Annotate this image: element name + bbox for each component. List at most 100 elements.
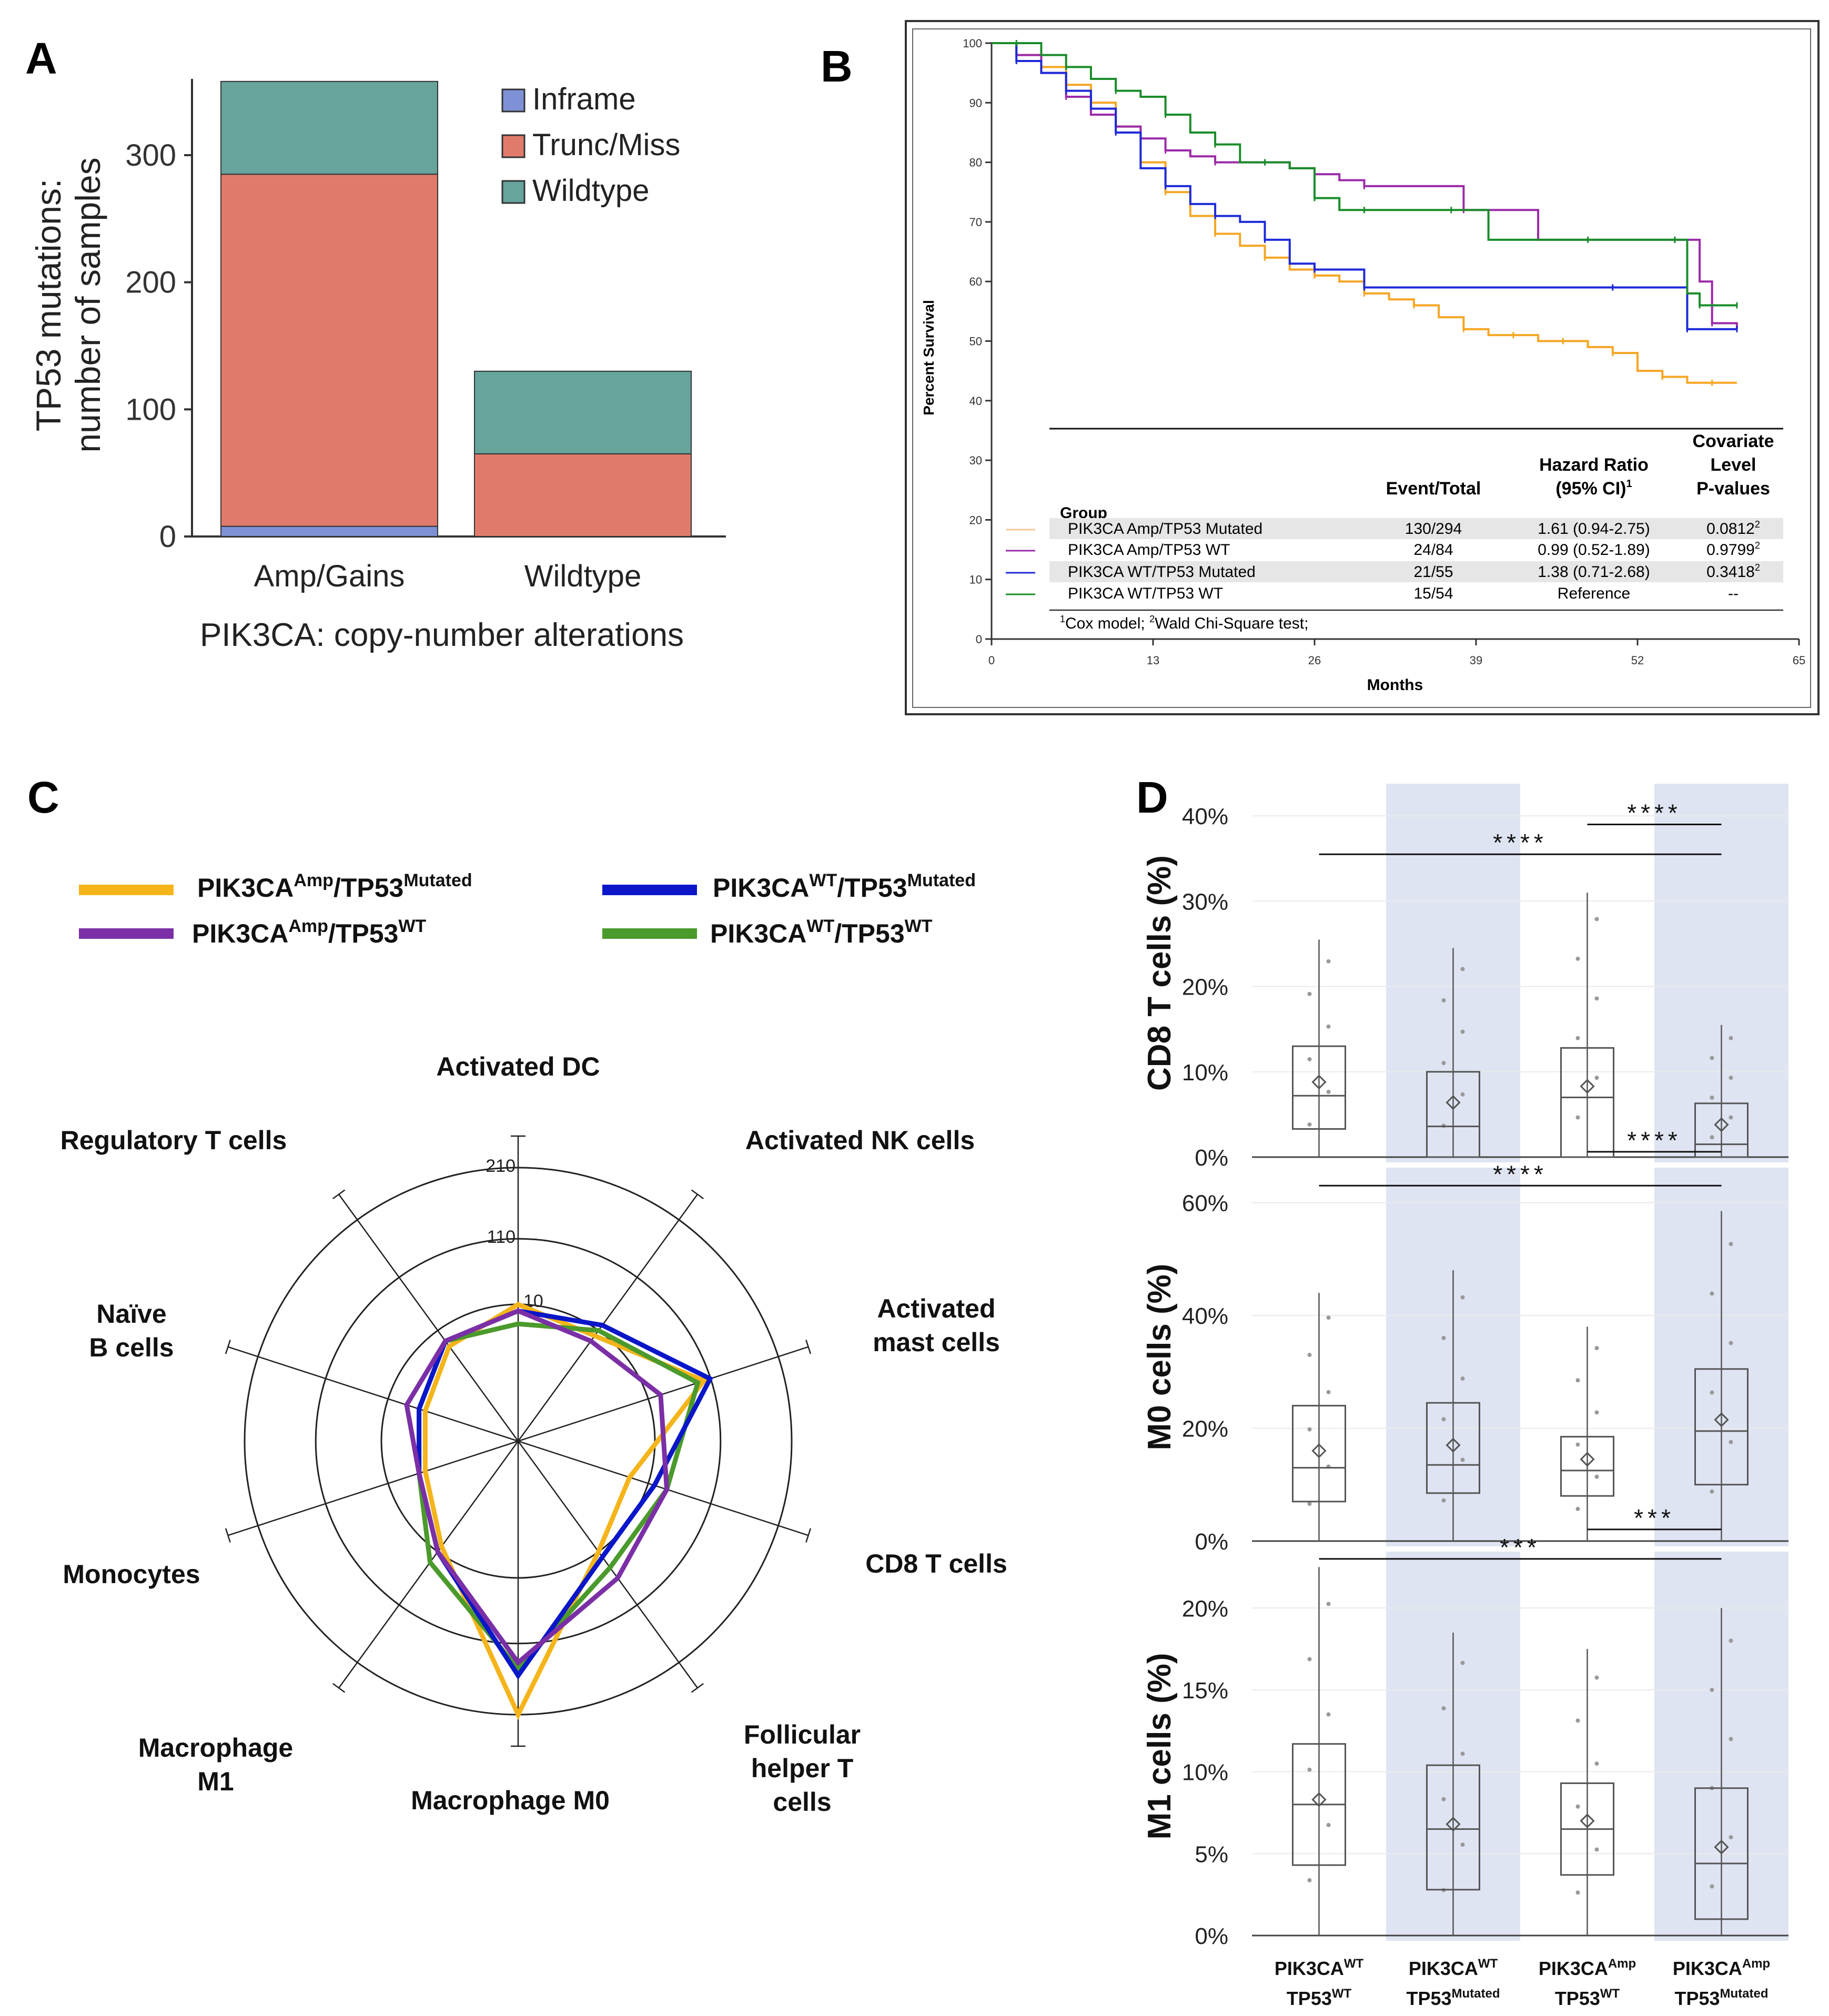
cat-sup: WT — [1332, 1987, 1352, 2001]
box-point — [1460, 1295, 1465, 1300]
table-row-hr: 1.61 (0.94-2.75) — [1538, 520, 1650, 538]
y-axis-label-a-line2: number of samples — [68, 157, 107, 452]
bar-segment — [220, 174, 438, 527]
radar-tick — [631, 1600, 644, 1610]
box-point — [1575, 1442, 1580, 1447]
y-tick-label-d: 60% — [1182, 1190, 1228, 1216]
box-point — [1441, 1335, 1446, 1340]
box-point — [1441, 1061, 1446, 1066]
p-value: -- — [1728, 585, 1739, 602]
box-point — [1729, 1440, 1733, 1444]
radar-axis-label: Activated DC — [436, 1052, 600, 1081]
y-tick-label-a: 200 — [125, 266, 176, 300]
legend-label-c: PIK3CAAmp/TP53WT — [192, 916, 426, 948]
box-mean — [1446, 1095, 1461, 1110]
radar-tick — [805, 1340, 812, 1354]
cat-sup: WT — [1344, 1957, 1364, 1971]
p-value: 0.9799 — [1706, 541, 1755, 559]
y-tick-label-a: 0 — [159, 520, 176, 554]
box-point — [1594, 1410, 1599, 1415]
table-header-event: Event/Total — [1386, 479, 1481, 499]
box-point — [1307, 1057, 1312, 1061]
radar-axis-label: Macrophage M0 — [411, 1786, 610, 1815]
box-mean — [1580, 1452, 1595, 1467]
cat-base: PIK3CA — [1673, 1958, 1742, 1979]
footnote-sup: 1 — [1060, 614, 1065, 624]
radar-tick — [385, 1476, 391, 1491]
box-point — [1326, 1390, 1331, 1394]
table-row-band — [1049, 561, 1783, 582]
radar-tick — [708, 1496, 714, 1511]
y-tick-label-d: 5% — [1195, 1841, 1228, 1867]
box-point — [1729, 1036, 1733, 1040]
box-point — [1729, 1737, 1733, 1741]
table-header-p-line2: Level — [1711, 455, 1756, 475]
cat-sup: WT — [1478, 1957, 1498, 1971]
x-axis-label-b: Months — [1367, 676, 1423, 694]
radar-axis-label: Macrophage M1 — [138, 1733, 294, 1796]
panel-b-inner-border — [912, 28, 1811, 708]
x-category-label-d: TP53WT — [1555, 1987, 1620, 2009]
legend-swatch-a — [501, 134, 526, 158]
box-point — [1326, 1024, 1331, 1029]
x-category-label-a: Wildtype — [524, 559, 641, 593]
table-row-band — [1049, 518, 1783, 539]
legend-base: PIK3CA — [710, 919, 806, 948]
box-point — [1441, 1797, 1446, 1801]
x-category-label-d: PIK3CAAmp — [1673, 1957, 1770, 1979]
significance-label: **** — [1493, 1160, 1548, 1188]
box-point — [1326, 1602, 1331, 1606]
bar-segment — [474, 453, 692, 538]
legend-sup: Amp — [288, 916, 328, 936]
radar-axis-label: Follicular helper T cells — [744, 1720, 861, 1817]
box-point — [1710, 1095, 1714, 1100]
panel-c: C PIK3CAAmp/TP53Mutated PIK3CAWT/TP53Muta… — [27, 773, 1007, 1817]
legend-label-c: PIK3CAWT/TP53WT — [710, 916, 933, 948]
radar-axis-label: Activated NK cells — [745, 1126, 975, 1155]
radar-axis-label-line: Activated — [877, 1294, 995, 1323]
panel-label-b: B — [821, 42, 853, 91]
y-tick-label-b: 100 — [963, 37, 982, 50]
box-point — [1326, 1822, 1331, 1827]
radar-axis-label: Activated mast cells — [873, 1294, 1000, 1357]
radar-tick — [225, 1528, 231, 1543]
y-tick-label-b: 0 — [976, 633, 982, 646]
radar-axis-label-line: Macrophage M0 — [411, 1786, 610, 1815]
box-iqr — [1292, 1045, 1346, 1130]
x-tick-label-b: 39 — [1470, 654, 1482, 667]
p-value: 0.3418 — [1706, 563, 1755, 581]
cat-base: PIK3CA — [1275, 1958, 1344, 1979]
bar-segment — [474, 370, 692, 454]
box-point — [1710, 1687, 1714, 1692]
significance-label: **** — [1627, 799, 1682, 826]
radar-axis-label-line: Activated DC — [436, 1052, 600, 1081]
box-point — [1460, 967, 1465, 971]
radar-axis-label: CD8 T cells — [865, 1549, 1007, 1578]
box-point — [1594, 1076, 1599, 1080]
y-tick-label-b: 40 — [969, 394, 982, 408]
legend-sup: WT — [809, 870, 837, 890]
table-row-group: PIK3CA WT/TP53 Mutated — [1068, 563, 1256, 581]
legend-sup: Mutated — [907, 870, 976, 890]
box-point — [1441, 1706, 1446, 1710]
box-point — [1460, 1457, 1465, 1462]
x-category-label-d: PIK3CAAmp — [1539, 1957, 1636, 1979]
legend-mid: /TP53 — [834, 919, 904, 948]
radar-axis-label-line: Naïve — [96, 1299, 166, 1329]
radar-spoke — [228, 1346, 519, 1442]
radar-spoke — [338, 1441, 519, 1688]
legend-label-a: Inframe — [532, 82, 636, 116]
table-row-p: -- — [1728, 585, 1739, 602]
radar-spoke — [518, 1440, 809, 1536]
radar-axis-label-line: helper T — [751, 1754, 853, 1783]
box-point — [1594, 996, 1599, 1001]
footnote-text: Cox model; — [1065, 615, 1149, 632]
x-tick-label-b: 52 — [1631, 654, 1644, 667]
box-point — [1594, 1847, 1599, 1852]
box-point — [1710, 1390, 1714, 1395]
cat-base: TP53 — [1287, 1988, 1332, 2009]
legend-mid: /TP53 — [334, 873, 403, 903]
panel-label-a: A — [25, 34, 57, 83]
box-mean — [1446, 1437, 1461, 1453]
